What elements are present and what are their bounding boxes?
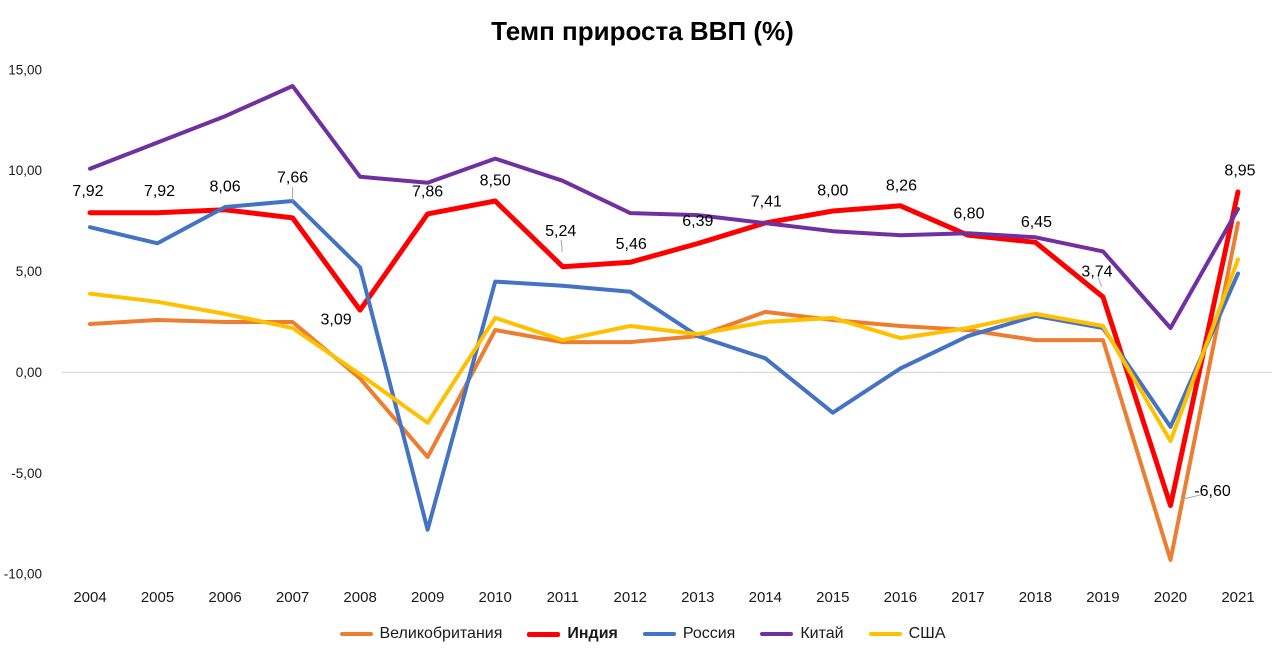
y-axis-label: -5,00: [11, 466, 42, 481]
legend-item-usa: США: [868, 625, 946, 643]
x-axis-label: 2004: [73, 589, 106, 606]
x-axis-label: 2015: [816, 589, 849, 606]
legend-item-uk: Великобритания: [339, 625, 503, 643]
legend-swatch-china: [760, 632, 794, 636]
x-axis-label: 2006: [208, 589, 241, 606]
y-axis-label: 10,00: [8, 163, 42, 178]
series-line-china: [88, 84, 1240, 330]
data-label: 5,24: [545, 223, 576, 240]
data-label: 7,92: [72, 183, 103, 200]
data-label-leader: [1097, 277, 1102, 287]
chart-title: Темп прироста ВВП (%): [491, 16, 794, 46]
data-label: 3,74: [1081, 264, 1112, 281]
legend-swatch-usa: [868, 632, 902, 636]
x-axis-label: 2013: [681, 589, 714, 606]
data-label-leader: [560, 239, 563, 253]
data-label: 6,39: [682, 213, 713, 230]
data-label-leader: [1180, 493, 1204, 500]
series-line-russia: [88, 199, 1240, 532]
x-axis-label: 2020: [1154, 589, 1187, 606]
x-axis-label: 2005: [141, 589, 174, 606]
x-axis-label: 2018: [1019, 589, 1052, 606]
data-label: 8,06: [210, 178, 241, 195]
data-label: 6,45: [1021, 214, 1052, 231]
chart-legend: Великобритания Индия Россия Китай США: [0, 625, 1285, 643]
y-axis-label: 0,00: [16, 365, 42, 380]
data-label: 5,46: [616, 236, 647, 253]
data-label: 7,41: [751, 193, 782, 210]
legend-swatch-india: [527, 631, 561, 637]
x-axis-label: 2019: [1086, 589, 1119, 606]
legend-swatch-uk: [339, 632, 373, 636]
x-axis-label: 2012: [614, 589, 647, 606]
data-label: 8,50: [480, 173, 511, 190]
legend-label-russia: Россия: [682, 625, 736, 642]
series-line-uk: [88, 221, 1240, 562]
series-line-india: [87, 189, 1241, 508]
legend-label-uk: Великобритания: [379, 625, 503, 642]
data-label: 3,09: [321, 312, 352, 329]
x-axis-label: 2009: [411, 589, 444, 606]
legend-label-usa: США: [908, 625, 946, 642]
data-label: 7,92: [144, 183, 175, 200]
x-axis-label: 2010: [478, 589, 511, 606]
data-label: 6,80: [953, 206, 984, 223]
legend-swatch-russia: [642, 632, 676, 636]
y-axis-label: 5,00: [16, 264, 42, 279]
legend-item-russia: Россия: [642, 625, 736, 643]
data-label: -6,60: [1194, 483, 1231, 500]
x-axis-label: 2021: [1221, 589, 1254, 606]
data-label: 7,86: [412, 183, 443, 200]
legend-item-china: Китай: [760, 625, 844, 643]
legend-label-china: Китай: [800, 625, 844, 642]
legend-item-india: Индия: [527, 625, 618, 643]
x-axis-label: 2008: [343, 589, 376, 606]
data-label: 7,66: [277, 169, 308, 186]
data-label: 8,26: [886, 177, 917, 194]
x-axis-label: 2014: [749, 589, 782, 606]
y-axis-label: -10,00: [4, 567, 42, 582]
x-axis-label: 2017: [951, 589, 984, 606]
x-axis-label: 2011: [547, 589, 579, 606]
y-axis-label: 15,00: [8, 62, 42, 77]
x-axis-label: 2016: [884, 589, 917, 606]
x-axis-label: 2007: [276, 589, 309, 606]
series-line-usa: [88, 257, 1240, 443]
data-label: 8,95: [1224, 162, 1255, 179]
data-label: 8,00: [817, 183, 848, 200]
legend-label-india: Индия: [567, 625, 618, 642]
